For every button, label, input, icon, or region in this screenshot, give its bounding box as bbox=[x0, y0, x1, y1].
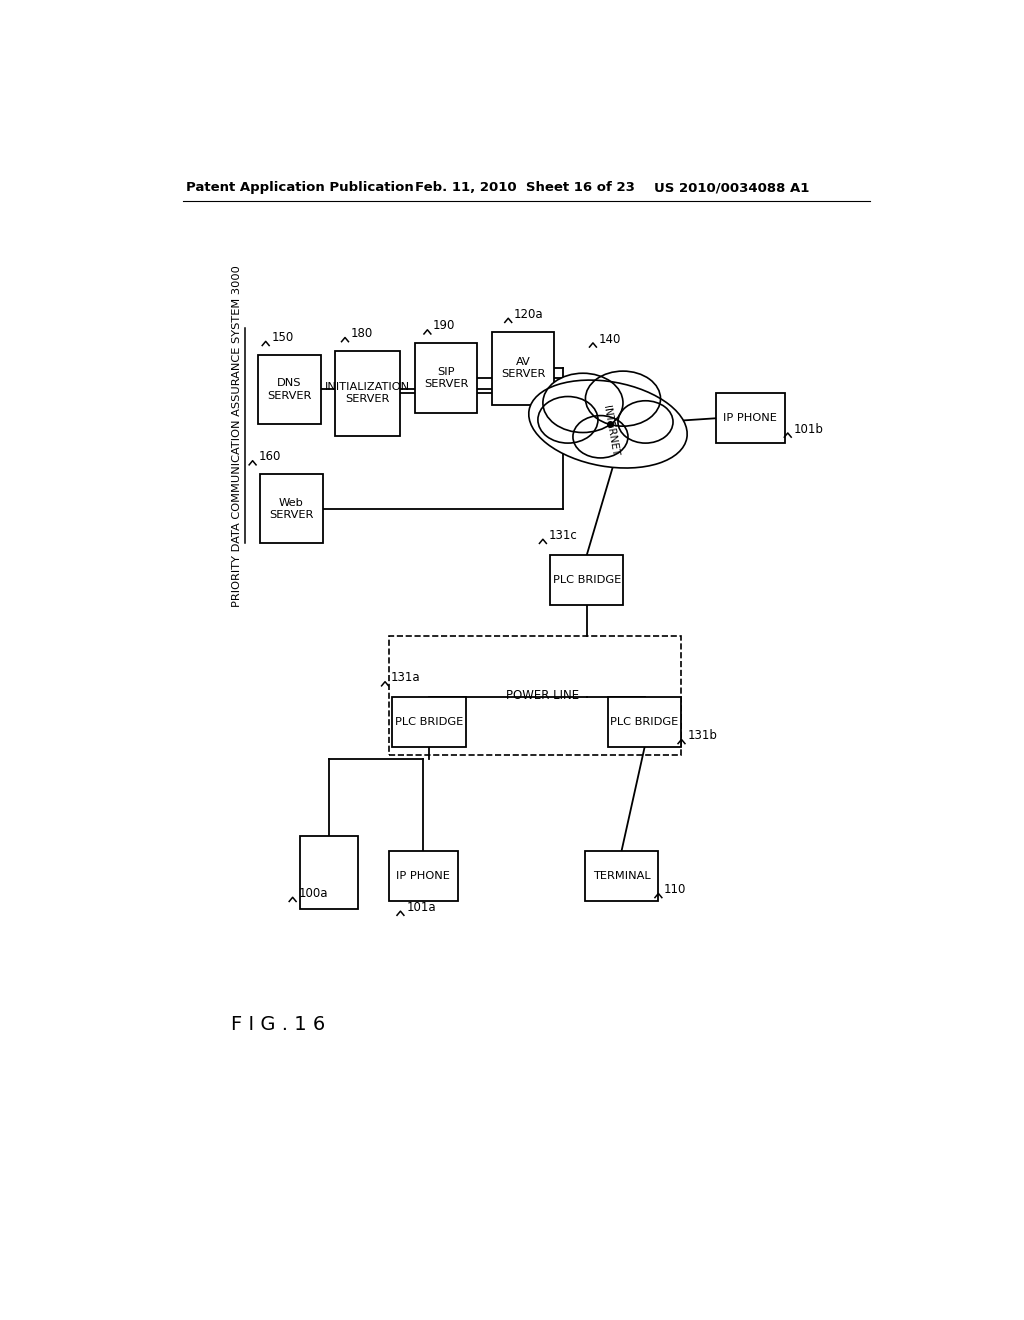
Text: 131c: 131c bbox=[549, 529, 578, 543]
Text: 101b: 101b bbox=[794, 422, 823, 436]
FancyBboxPatch shape bbox=[260, 474, 323, 544]
FancyBboxPatch shape bbox=[608, 697, 681, 747]
Text: Feb. 11, 2010  Sheet 16 of 23: Feb. 11, 2010 Sheet 16 of 23 bbox=[416, 181, 635, 194]
Text: 160: 160 bbox=[258, 450, 281, 463]
FancyBboxPatch shape bbox=[388, 851, 458, 902]
Ellipse shape bbox=[543, 374, 623, 433]
Ellipse shape bbox=[586, 371, 660, 426]
FancyBboxPatch shape bbox=[258, 355, 321, 424]
FancyBboxPatch shape bbox=[716, 393, 785, 444]
Text: 100a: 100a bbox=[298, 887, 328, 900]
FancyBboxPatch shape bbox=[550, 554, 624, 605]
Text: PLC BRIDGE: PLC BRIDGE bbox=[553, 576, 621, 585]
Text: PRIORITY DATA COMMUNICATION ASSURANCE SYSTEM 3000: PRIORITY DATA COMMUNICATION ASSURANCE SY… bbox=[231, 265, 242, 606]
Text: PLC BRIDGE: PLC BRIDGE bbox=[395, 718, 463, 727]
Text: 120a: 120a bbox=[514, 308, 544, 321]
FancyBboxPatch shape bbox=[335, 351, 400, 436]
Text: 150: 150 bbox=[271, 331, 294, 345]
Text: INITIALIZATION
SERVER: INITIALIZATION SERVER bbox=[325, 381, 410, 404]
Text: IP PHONE: IP PHONE bbox=[396, 871, 451, 882]
Text: POWER LINE: POWER LINE bbox=[506, 689, 580, 702]
FancyBboxPatch shape bbox=[300, 836, 357, 909]
Ellipse shape bbox=[572, 416, 628, 458]
Text: PLC BRIDGE: PLC BRIDGE bbox=[610, 718, 679, 727]
Text: 140: 140 bbox=[599, 333, 622, 346]
FancyBboxPatch shape bbox=[416, 343, 477, 412]
Ellipse shape bbox=[528, 380, 687, 469]
Text: 190: 190 bbox=[433, 319, 456, 333]
Text: US 2010/0034088 A1: US 2010/0034088 A1 bbox=[654, 181, 810, 194]
Text: IP PHONE: IP PHONE bbox=[724, 413, 777, 424]
Text: Web
SERVER: Web SERVER bbox=[269, 498, 313, 520]
FancyBboxPatch shape bbox=[585, 851, 658, 902]
Text: 131a: 131a bbox=[391, 672, 421, 684]
Text: Patent Application Publication: Patent Application Publication bbox=[186, 181, 414, 194]
Text: AV
SERVER: AV SERVER bbox=[501, 356, 546, 379]
Text: 110: 110 bbox=[665, 883, 686, 896]
FancyBboxPatch shape bbox=[392, 697, 466, 747]
Text: 101a: 101a bbox=[407, 900, 436, 913]
Text: SIP
SERVER: SIP SERVER bbox=[424, 367, 468, 389]
Ellipse shape bbox=[538, 396, 598, 444]
Text: 180: 180 bbox=[351, 327, 373, 341]
FancyBboxPatch shape bbox=[493, 331, 554, 405]
Text: INTERNET: INTERNET bbox=[601, 404, 620, 457]
Text: F I G . 1 6: F I G . 1 6 bbox=[230, 1015, 325, 1034]
Ellipse shape bbox=[617, 401, 673, 444]
Text: DNS
SERVER: DNS SERVER bbox=[267, 379, 311, 400]
Text: 131b: 131b bbox=[687, 729, 717, 742]
Text: TERMINAL: TERMINAL bbox=[593, 871, 650, 882]
